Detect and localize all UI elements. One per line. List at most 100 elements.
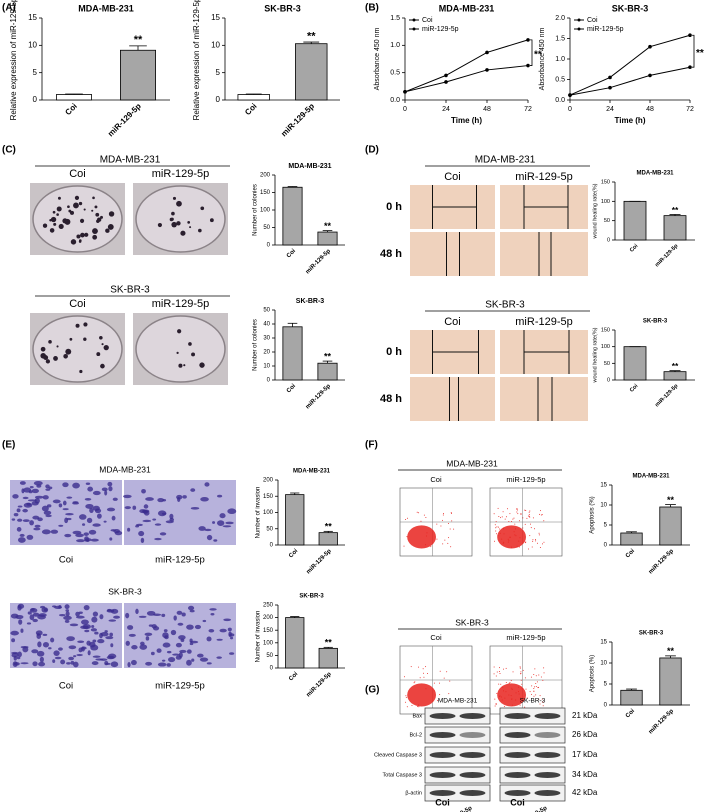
data-point <box>608 75 612 80</box>
cell <box>176 494 183 500</box>
cell <box>177 622 184 626</box>
data-point <box>688 65 692 69</box>
colony <box>95 212 100 217</box>
series-line <box>404 39 529 93</box>
cell <box>89 507 94 513</box>
event <box>495 527 497 529</box>
y-axis-label: Absorbance 450 nm <box>374 28 381 91</box>
event <box>430 546 432 548</box>
event <box>512 671 514 673</box>
x-tick-label: 24 <box>606 106 614 113</box>
cell <box>217 494 223 498</box>
legend-label: miR-129-5p <box>422 26 459 33</box>
event <box>507 538 509 540</box>
event <box>539 703 541 705</box>
column-label: miR-129-5p <box>515 316 572 328</box>
event <box>502 511 504 513</box>
event <box>405 518 407 520</box>
event <box>442 514 444 516</box>
cell <box>77 640 85 643</box>
y-axis-label: Number of invasion <box>256 487 262 539</box>
column-label: Coi <box>59 555 73 566</box>
y-tick-label: 5 <box>604 523 608 529</box>
cell <box>154 523 162 526</box>
cell <box>84 498 92 501</box>
cell <box>112 497 118 501</box>
cell <box>140 537 145 544</box>
bar <box>663 215 687 241</box>
event <box>501 516 503 518</box>
significance: ** <box>324 221 332 231</box>
cell <box>219 628 227 633</box>
event <box>543 520 545 522</box>
y-axis-label: Number of colonies <box>253 319 259 371</box>
event <box>426 672 428 674</box>
event <box>531 546 533 548</box>
x-tick-label: 24 <box>442 106 450 113</box>
cell <box>132 505 137 510</box>
cell <box>104 490 108 496</box>
image-title: MDA-MB-231 <box>100 155 161 166</box>
event <box>518 686 520 688</box>
cell <box>176 610 183 615</box>
chart-title: SK-BR-3 <box>264 3 301 13</box>
event-cloud <box>407 683 436 707</box>
cell <box>84 629 90 633</box>
legend-label: miR-129-5p <box>587 26 624 33</box>
y-tick-label: 100 <box>601 199 610 205</box>
event <box>406 536 408 538</box>
event <box>494 698 496 700</box>
bar <box>282 186 303 246</box>
event <box>540 514 542 516</box>
event <box>523 541 525 543</box>
event <box>493 673 495 675</box>
cell <box>141 488 146 494</box>
event <box>423 676 425 678</box>
cell <box>131 645 138 650</box>
colony <box>96 217 102 222</box>
event <box>498 695 500 697</box>
cell <box>138 615 147 618</box>
cell <box>62 500 67 506</box>
bar <box>623 346 647 381</box>
colony <box>43 355 49 361</box>
event <box>418 706 420 708</box>
column-label: miR-129-5p <box>155 555 205 566</box>
cell <box>128 633 136 637</box>
column-label: Coi <box>444 316 461 328</box>
colony <box>49 228 55 233</box>
colony <box>198 228 202 233</box>
cell <box>36 650 45 657</box>
colony <box>106 229 110 233</box>
colony <box>45 359 51 364</box>
band <box>504 732 531 738</box>
x-axis-label: Time (h) <box>451 116 482 125</box>
event <box>425 688 427 690</box>
bar <box>318 532 338 546</box>
y-tick-label: 10 <box>263 364 270 370</box>
cell <box>80 625 89 629</box>
colony <box>191 352 196 357</box>
cell <box>97 638 105 644</box>
event <box>516 545 518 547</box>
cell <box>52 499 61 504</box>
colony <box>56 213 59 216</box>
y-tick-label: 15 <box>28 13 37 22</box>
cell <box>92 655 101 658</box>
cell <box>16 508 21 513</box>
event <box>425 535 427 537</box>
band <box>459 752 486 758</box>
cell <box>178 635 186 640</box>
cell <box>146 610 156 616</box>
cell <box>33 480 43 486</box>
event <box>498 683 500 685</box>
cell <box>72 530 82 535</box>
x-tick-label: miR-129-5p <box>654 383 680 409</box>
colony <box>65 348 72 355</box>
colony <box>200 206 205 211</box>
y-tick-label: 5 <box>33 68 38 77</box>
x-tick-label: miR-129-5p <box>306 671 333 698</box>
cell <box>70 660 75 665</box>
cell <box>23 487 32 493</box>
colony <box>177 329 182 334</box>
